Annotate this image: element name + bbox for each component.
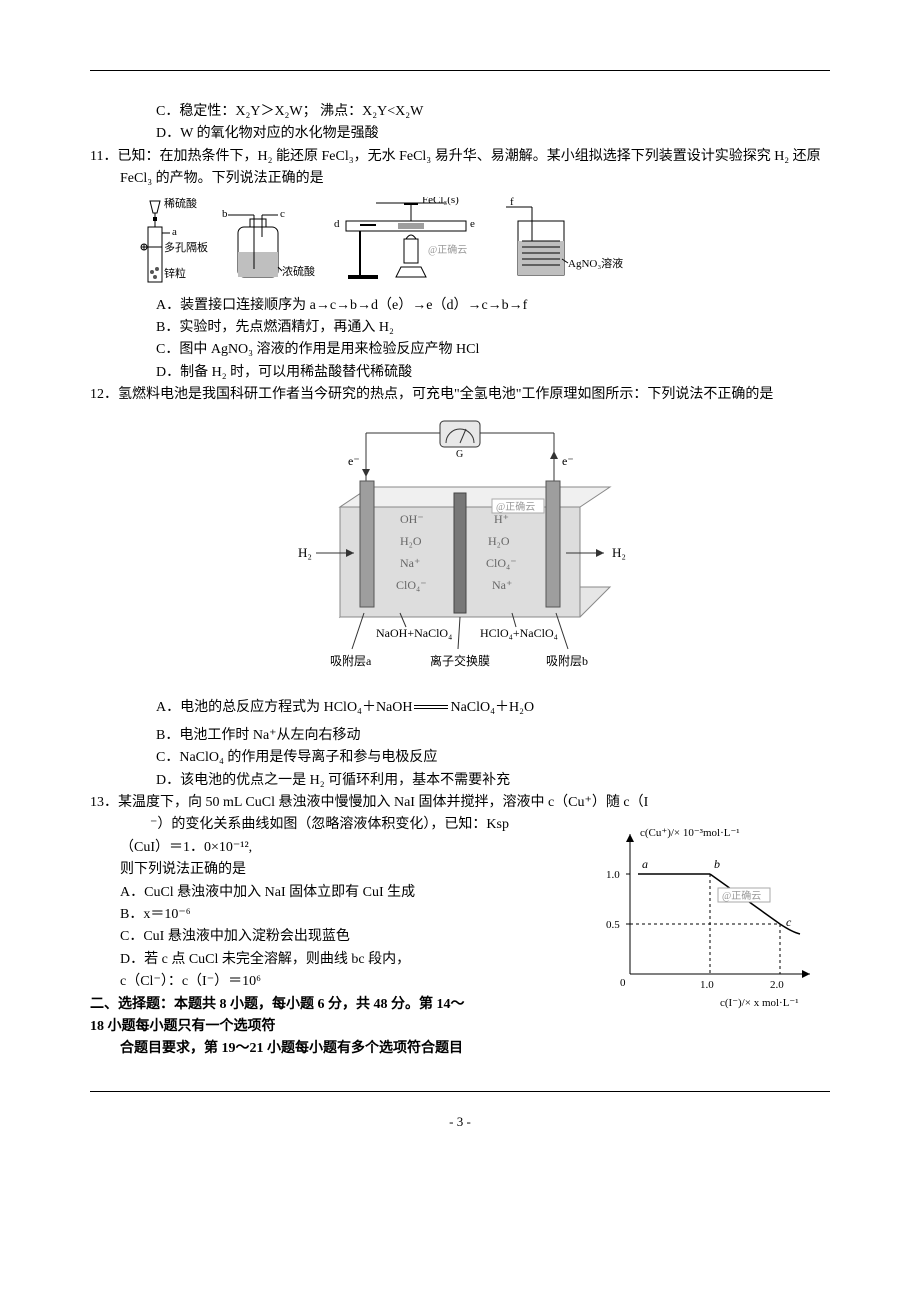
watermark-q12: @正确云: [496, 500, 535, 513]
label-fecl3: FeCl₃(s): [422, 197, 459, 206]
q13-stem-text: 某温度下，向 50 mL CuCl 悬浊液中慢慢加入 NaI 固体并搅拌，溶液中…: [118, 795, 648, 810]
q13-stem-line3: （CuI）＝1．0×10⁻¹²,: [90, 837, 590, 859]
q13-stem-line4: 则下列说法正确的是: [90, 859, 590, 881]
svg-text:G: G: [456, 449, 463, 460]
bottom-rule: [90, 1091, 830, 1092]
lab-left-sol: NaOH+NaClO₄: [376, 626, 452, 640]
lab-na-l: Na⁺: [400, 556, 420, 570]
q13-option-d: D．若 c 点 CuCl 未完全溶解，则曲线 bc 段内，: [90, 949, 590, 971]
q10-option-c: C．稳定性：X₂Y＞X₂W； 沸点：X₂Y<X₂W: [90, 101, 830, 123]
q11-apparatus-4: f AgNO₃溶液: [504, 197, 634, 287]
eq-line-icon: [414, 705, 448, 709]
q11-apparatus-3: FeCl₃(s) d e @正确云: [326, 197, 496, 287]
xtick-2: 2.0: [770, 979, 784, 991]
q13-option-b: B．x＝10⁻⁶: [90, 904, 590, 926]
port-d: d: [334, 218, 340, 230]
e-right: e⁻: [562, 454, 574, 468]
watermark-q11: @正确云: [428, 243, 467, 256]
port-b: b: [222, 208, 228, 220]
lab-layer-a: 吸附层a: [330, 654, 372, 668]
lab-h2o-l: H₂O: [400, 534, 422, 548]
e-left: e⁻: [348, 454, 360, 468]
point-b: b: [714, 857, 720, 871]
lab-clo4-r: ClO₄⁻: [486, 556, 517, 570]
q13-option-d2: c（Cl⁻）：c（I⁻）＝10⁶: [90, 971, 590, 993]
q13-num: 13．: [90, 795, 118, 810]
lab-oh: OH⁻: [400, 512, 424, 526]
q10-option-d: D．W 的氧化物对应的水化物是强酸: [90, 123, 830, 145]
q11-stem: 11．已知：在加热条件下，H₂ 能还原 FeCl₃，无水 FeCl₃ 易升华、易…: [90, 146, 830, 191]
q12-num: 12．: [90, 387, 118, 402]
q12-diagram: G e⁻ e⁻ OH⁻ H₂O Na⁺ ClO₄⁻ H⁺ H₂O ClO₄⁻ N…: [90, 417, 830, 687]
q13-stem-line1: 13．某温度下，向 50 mL CuCl 悬浊液中慢慢加入 NaI 固体并搅拌，…: [90, 792, 830, 814]
lab-h2-r: H₂: [612, 545, 626, 560]
ytick-1: 1.0: [606, 869, 620, 881]
q11-option-b: B．实验时，先点燃酒精灯，再通入 H₂: [90, 317, 830, 339]
lab-membrane: 离子交换膜: [430, 653, 490, 668]
q12-stem: 12．氢燃料电池是我国科研工作者当今研究的热点，可充电"全氢电池"工作原理如图所…: [90, 384, 830, 406]
chart-xlabel: c(I⁻)/× x mol·L⁻¹: [720, 997, 799, 1009]
label-agno3: AgNO₃溶液: [568, 256, 623, 270]
q11-option-c: C．图中 AgNO₃ 溶液的作用是用来检验反应产物 HCl: [90, 339, 830, 361]
port-e: e: [470, 218, 475, 230]
ytick-05: 0.5: [606, 919, 620, 931]
q12-option-a: A．电池的总反应方程式为 HClO₄＋NaOH NaClO₄＋H₂O: [90, 697, 830, 719]
lab-na-r: Na⁺: [492, 578, 512, 592]
section2-line3: 合题目要求，第 19～21 小题每小题有多个选项符合题目: [90, 1038, 590, 1060]
q11-apparatus-2: b c 浓硫酸: [218, 197, 318, 287]
q12-optA-post: NaClO₄＋H₂O: [450, 700, 534, 715]
q11-apparatus-row: 稀硫酸 a 多孔隔板 锌粒 b c 浓硫酸: [90, 197, 830, 287]
point-c: c: [786, 915, 792, 929]
q13-option-a: A．CuCl 悬浊液中加入 NaI 固体立即有 CuI 生成: [90, 882, 590, 904]
q12-optA-pre: A．电池的总反应方程式为 HClO₄＋NaOH: [156, 700, 412, 715]
section2-line2: 18 小题每小题只有一个选项符: [90, 1016, 590, 1038]
q13-option-c: C．CuI 悬浊液中加入淀粉会出现蓝色: [90, 926, 590, 948]
port-a: a: [172, 226, 177, 238]
lab-clo4-l: ClO₄⁻: [396, 578, 427, 592]
q12-option-c: C．NaClO₄ 的作用是传导离子和参与电极反应: [90, 747, 830, 769]
chart-ylabel: c(Cu⁺)/× 10⁻³mol·L⁻¹: [640, 827, 740, 839]
lab-h: H⁺: [494, 512, 509, 526]
label-xiliusuan: 稀硫酸: [164, 197, 197, 210]
lab-h2-l: H₂: [298, 545, 312, 560]
lab-right-sol: HClO₄+NaClO₄: [480, 626, 558, 640]
top-rule: [90, 70, 830, 71]
point-a: a: [642, 857, 648, 871]
port-f: f: [510, 197, 514, 208]
q13-stem-line2: ⁻）的变化关系曲线如图（忽略溶液体积变化），已知：Ksp: [90, 814, 590, 836]
q13-chart: c(Cu⁺)/× 10⁻³mol·L⁻¹ 1.0 0.5 0 1.0 2.0 c…: [600, 814, 830, 1060]
watermark-q13: @正确云: [722, 889, 761, 902]
q12-option-d: D．该电池的优点之一是 H₂ 可循环利用，基本不需要补充: [90, 770, 830, 792]
xtick-1: 1.0: [700, 979, 714, 991]
lab-layer-b: 吸附层b: [546, 654, 588, 668]
label-xinli: 锌粒: [164, 266, 186, 280]
label-nongliusuan: 浓硫酸: [282, 264, 315, 278]
label-geban: 多孔隔板: [164, 240, 208, 254]
origin: 0: [620, 977, 626, 989]
q11-num: 11．: [90, 149, 117, 164]
q12-stem-text: 氢燃料电池是我国科研工作者当今研究的热点，可充电"全氢电池"工作原理如图所示：下…: [118, 387, 773, 402]
section2-line1: 二、选择题：本题共 8 小题，每小题 6 分，共 48 分。第 14～: [90, 994, 590, 1016]
lab-h2o-r: H₂O: [488, 534, 510, 548]
q11-stem-text: 已知：在加热条件下，H₂ 能还原 FeCl₃，无水 FeCl₃ 易升华、易潮解。…: [117, 149, 820, 186]
q11-option-d: D．制备 H₂ 时，可以用稀盐酸替代稀硫酸: [90, 362, 830, 384]
page-number: - 3 -: [90, 1112, 830, 1133]
q11-option-a: A．装置接口连接顺序为 a→c→b→d（e）→e（d）→c→b→f: [90, 295, 830, 317]
q11-apparatus-1: 稀硫酸 a 多孔隔板 锌粒: [130, 197, 210, 287]
q12-option-b: B．电池工作时 Na⁺从左向右移动: [90, 725, 830, 747]
port-c: c: [280, 208, 285, 220]
